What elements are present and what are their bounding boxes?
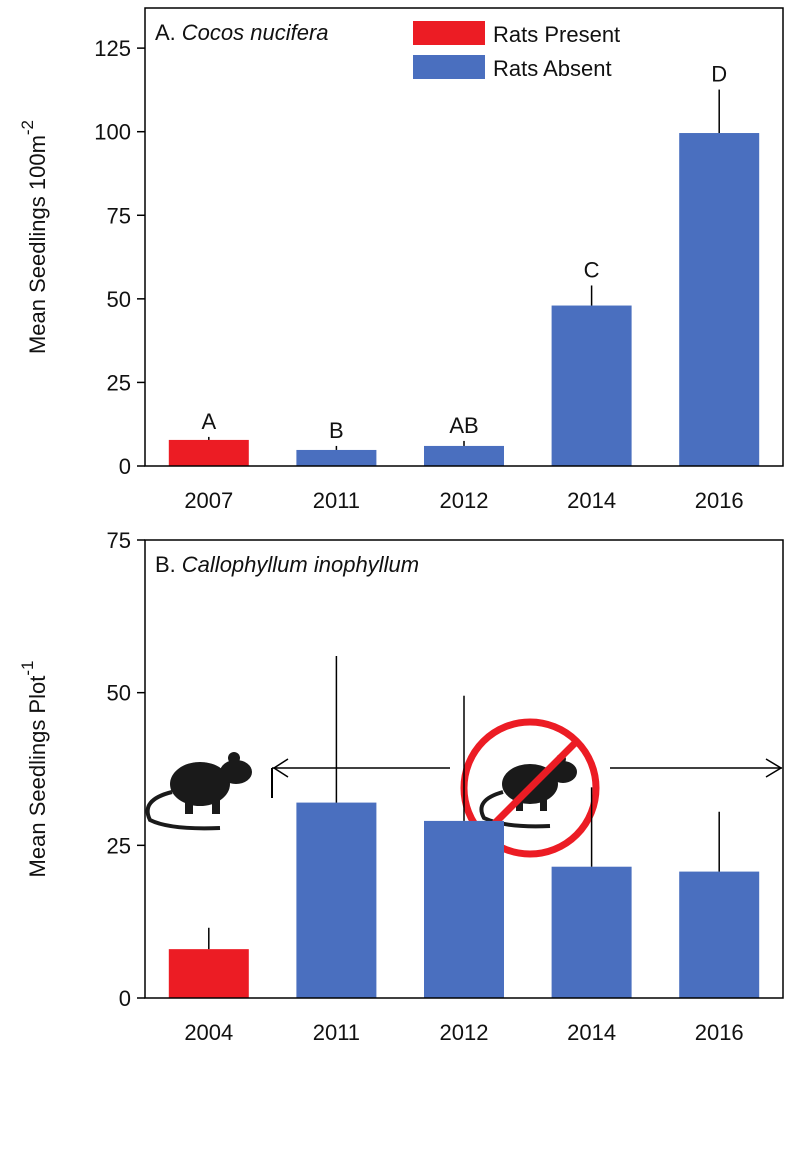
species-name: Cocos nucifera [182, 20, 329, 45]
y-tick-label: 75 [107, 528, 131, 553]
y-tick-label: 0 [119, 454, 131, 479]
y-tick-label: 0 [119, 986, 131, 1011]
x-tick-label: 2011 [313, 488, 360, 513]
y-tick-label: 50 [107, 287, 131, 312]
x-tick-label: 2014 [567, 488, 616, 513]
bar [552, 867, 632, 998]
bar [296, 450, 376, 466]
y-label-superscript: -2 [18, 120, 37, 135]
legend-label: Rats Present [493, 22, 620, 47]
x-tick-label: 2016 [695, 488, 744, 513]
y-label-text: Mean Seedlings 100m [25, 135, 50, 354]
legend-swatch [413, 21, 485, 45]
y-tick-label: 25 [107, 370, 131, 395]
y-label-superscript: -1 [18, 661, 37, 676]
legend-label: Rats Absent [493, 56, 612, 81]
bar [424, 821, 504, 998]
x-tick-label: 2004 [184, 1020, 233, 1045]
bar [169, 440, 249, 466]
y-axis-label: Mean Seedlings Plot-1 [18, 661, 50, 878]
panel: 0 25 50 75 2004 2011 2012 2014 2016 B.Callophyllu… [18, 528, 783, 1045]
bar [552, 306, 632, 466]
y-tick-label: 125 [94, 36, 131, 61]
x-tick-label: 2016 [695, 1020, 744, 1045]
y-tick-label: 75 [107, 203, 131, 228]
y-tick-label: 25 [107, 833, 131, 858]
significance-letter: AB [449, 413, 478, 438]
bar [679, 133, 759, 466]
y-tick-label: 100 [94, 120, 131, 145]
y-label-text: Mean Seedlings Plot [25, 676, 50, 878]
significance-letter: A [201, 409, 216, 434]
x-tick-label: 2012 [440, 488, 489, 513]
x-tick-label: 2011 [313, 1020, 360, 1045]
significance-letter: D [711, 62, 727, 87]
legend-swatch [413, 55, 485, 79]
y-tick-label: 50 [107, 681, 131, 706]
bar [169, 949, 249, 998]
bar [296, 803, 376, 998]
panel-title: A.Cocos nucifera [155, 20, 329, 45]
x-tick-label: 2014 [567, 1020, 616, 1045]
significance-letter: C [584, 257, 600, 282]
figure: 0255075100125ABABCD20072011201220142016A… [0, 0, 785, 1162]
panel-title: B.Callophyllum inophyllum [155, 552, 419, 577]
x-tick-label: 2012 [440, 1020, 489, 1045]
significance-letter: B [329, 418, 344, 443]
y-axis-label: Mean Seedlings 100m-2 [18, 120, 50, 354]
species-name: Callophyllum inophyllum [182, 552, 419, 577]
panel-label: B. [155, 552, 176, 577]
bar [424, 446, 504, 466]
bar [679, 872, 759, 998]
panel-label: A. [155, 20, 176, 45]
x-tick-label: 2007 [184, 488, 233, 513]
